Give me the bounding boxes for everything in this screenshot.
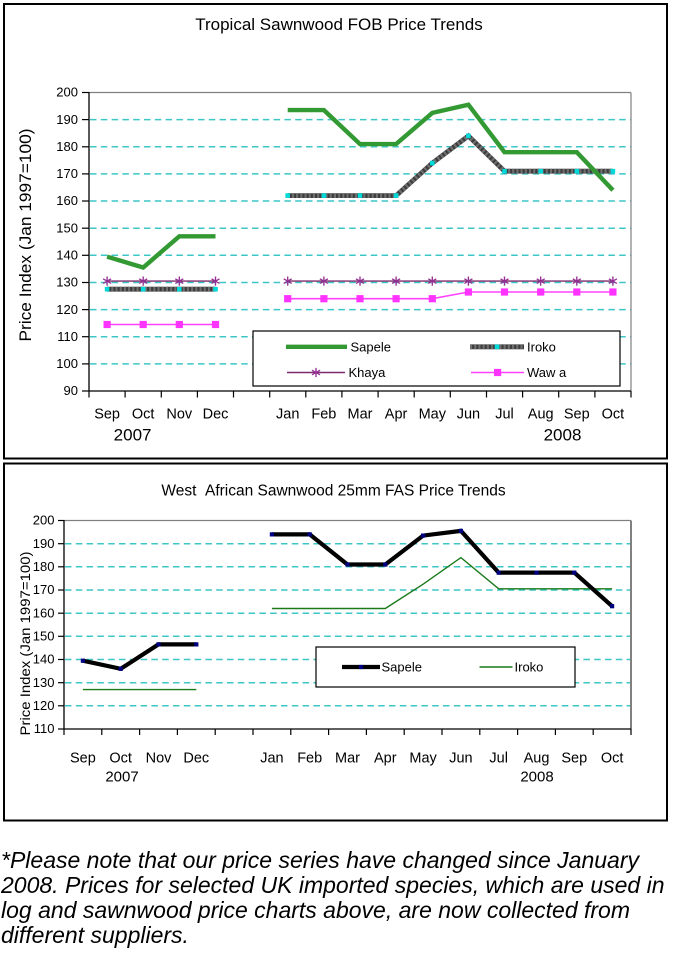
svg-text:Waw a: Waw a [527, 365, 567, 380]
svg-text:170: 170 [33, 582, 55, 597]
svg-text:Jun: Jun [457, 407, 480, 423]
svg-text:160: 160 [56, 193, 78, 208]
svg-text:*Please note that our price se: *Please note that our price series have … [1, 847, 641, 873]
svg-text:Sapele: Sapele [382, 660, 422, 675]
svg-text:Sep: Sep [564, 407, 590, 423]
svg-text:180: 180 [33, 559, 55, 574]
svg-text:150: 150 [56, 220, 78, 235]
svg-text:Sep: Sep [94, 407, 120, 423]
svg-text:160: 160 [33, 605, 55, 620]
svg-text:200: 200 [56, 85, 78, 100]
svg-text:log and sawnwood price charts: log and sawnwood price charts above, are… [1, 897, 630, 923]
svg-text:Sapele: Sapele [351, 339, 391, 354]
svg-text:Dec: Dec [203, 407, 229, 423]
svg-text:Oct: Oct [109, 751, 132, 767]
svg-text:Oct: Oct [601, 751, 624, 767]
svg-text:Khaya: Khaya [349, 365, 387, 380]
svg-text:Feb: Feb [297, 751, 322, 767]
svg-text:190: 190 [56, 112, 78, 127]
svg-text:170: 170 [56, 166, 78, 181]
svg-text:different suppliers.: different suppliers. [1, 922, 189, 948]
svg-text:Dec: Dec [183, 751, 209, 767]
svg-text:2007: 2007 [114, 426, 152, 445]
svg-text:Feb: Feb [311, 407, 336, 423]
svg-text:2008: 2008 [520, 769, 553, 786]
svg-text:2008: 2008 [544, 426, 582, 445]
svg-text:Oct: Oct [602, 407, 625, 423]
svg-text:190: 190 [33, 536, 55, 551]
svg-text:Iroko: Iroko [515, 660, 544, 675]
svg-text:140: 140 [33, 652, 55, 667]
svg-text:150: 150 [33, 629, 55, 644]
svg-text:Nov: Nov [166, 407, 193, 423]
svg-text:130: 130 [56, 275, 78, 290]
svg-text:110: 110 [34, 721, 55, 736]
svg-text:Price Index (Jan 1997=100): Price Index (Jan 1997=100) [17, 552, 33, 736]
svg-text:2008. Prices for selected UK i: 2008. Prices for selected UK imported sp… [0, 872, 665, 898]
svg-text:Jul: Jul [495, 407, 514, 423]
svg-text:Iroko: Iroko [527, 339, 556, 354]
svg-text:Jan: Jan [276, 407, 299, 423]
svg-text:Jul: Jul [489, 751, 508, 767]
svg-text:Nov: Nov [146, 751, 173, 767]
svg-text:West African Sawnwood 25mm FA: West African Sawnwood 25mm FAS Price Tre… [161, 483, 506, 500]
svg-text:Jun: Jun [449, 751, 472, 767]
svg-text:Apr: Apr [374, 751, 397, 767]
svg-text:Tropical Sawnwood FOB Price Tr: Tropical Sawnwood FOB Price Trends [195, 15, 483, 34]
svg-text:90: 90 [64, 383, 78, 398]
svg-text:110: 110 [57, 329, 78, 344]
svg-text:180: 180 [56, 139, 78, 154]
svg-text:Price Index (Jan 1997=100): Price Index (Jan 1997=100) [16, 129, 35, 342]
svg-text:120: 120 [56, 302, 78, 317]
svg-text:130: 130 [33, 675, 55, 690]
svg-text:Mar: Mar [348, 407, 373, 423]
svg-text:2007: 2007 [105, 769, 138, 786]
svg-text:100: 100 [56, 356, 78, 371]
svg-text:140: 140 [56, 248, 78, 263]
svg-text:Aug: Aug [524, 751, 550, 767]
svg-text:May: May [409, 751, 437, 767]
svg-text:Apr: Apr [385, 407, 408, 423]
svg-text:120: 120 [33, 698, 55, 713]
svg-text:Sep: Sep [70, 751, 96, 767]
svg-text:Mar: Mar [335, 751, 360, 767]
svg-text:Sep: Sep [561, 751, 587, 767]
svg-text:Oct: Oct [132, 407, 155, 423]
svg-text:Jan: Jan [260, 751, 283, 767]
svg-text:May: May [419, 407, 447, 423]
svg-text:Aug: Aug [528, 407, 554, 423]
svg-text:200: 200 [33, 513, 55, 528]
